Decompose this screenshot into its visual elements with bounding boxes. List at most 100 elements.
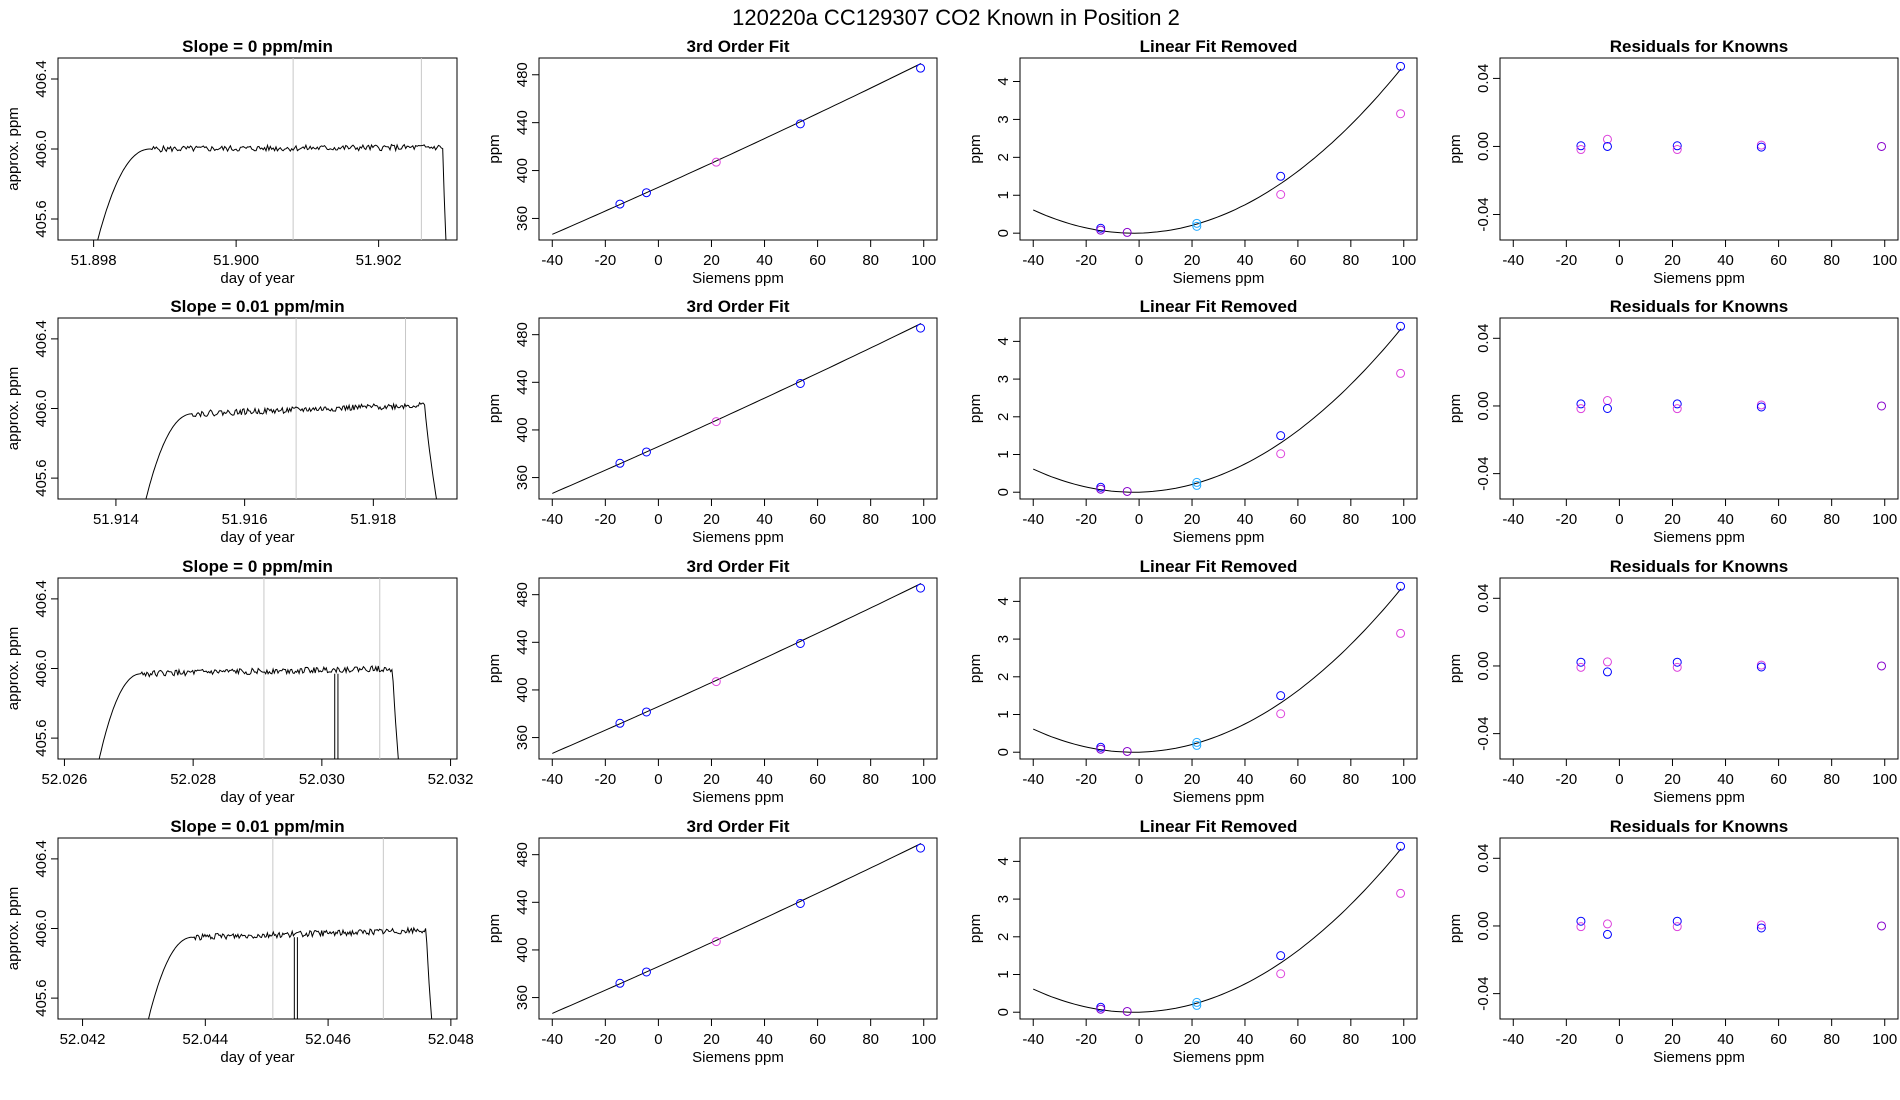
panel-title: 3rd Order Fit [687,297,790,316]
known-residual-point [1576,145,1586,155]
x-tick-label: 0 [1135,771,1143,788]
y-tick-label: 440 [514,890,531,915]
linear-removed-panel-row-1: -40 -20 0 20 40 60 80 100 0 1 2 3 4 Siemens ppm ppm Lin… [967,37,1418,287]
fit-panel-row-1: -40 -20 0 20 40 60 80 100 360 400 440 480 Siemens pp… [486,37,938,287]
x-tick-label: 40 [1717,1031,1734,1048]
x-tick-label: -40 [1022,252,1044,269]
panel-title: 3rd Order Fit [687,817,790,836]
panel-title: Slope = 0.01 ppm/min [170,297,344,316]
known-residual-point [1602,141,1612,151]
x-tick-label: 60 [1770,771,1787,788]
known-residual-point [1877,661,1887,671]
y-axis-label: approx. ppm [5,887,22,970]
y-tick-label: 360 [514,985,531,1010]
y-tick-label: 0.04 [1475,844,1492,873]
plot-frame [538,577,938,760]
x-tick-label: 100 [911,771,936,788]
x-tick-label: -20 [594,252,616,269]
fit-curve [552,323,922,494]
x-tick-label: 52.030 [299,771,345,788]
x-tick-label: -40 [1022,771,1044,788]
x-tick-label: 52.026 [41,771,87,788]
x-axis-label: Siemens ppm [1653,270,1745,287]
fit-point [711,677,721,687]
x-axis-label: Siemens ppm [1653,789,1745,806]
panel-title: Slope = 0 ppm/min [182,37,333,56]
known-residual-point [1877,141,1887,151]
panel-title: 3rd Order Fit [687,37,790,56]
y-tick-label: 1 [995,450,1012,458]
y-axis-label: ppm [967,394,984,423]
y-tick-label: -0.04 [1475,457,1492,491]
x-axis-label: Siemens ppm [692,270,784,287]
y-tick-label: 400 [514,937,531,962]
x-tick-label: 40 [756,771,773,788]
known-residual-point [1756,142,1766,152]
known-residual-point [1672,399,1682,409]
y-tick-label: 2 [995,153,1012,161]
y-tick-label: 0.00 [1475,132,1492,161]
residuals-panel-row-1: -40 -20 0 20 40 60 80 100 -0.04 0.00 0.04 Siemens p… [1447,37,1899,287]
x-tick-label: -20 [594,511,616,528]
timeseries-plot-area [97,58,447,240]
fit-point [615,718,625,728]
y-tick-label: 406.0 [33,910,50,948]
x-tick-label: 60 [1770,1031,1787,1048]
x-tick-label: 0 [1615,1031,1623,1048]
y-tick-label: 4 [995,337,1012,345]
x-tick-label: 40 [1717,252,1734,269]
y-axis-label: ppm [1447,394,1464,423]
plot-frame [57,837,458,1020]
x-tick-label: 60 [1290,252,1307,269]
x-tick-label: 20 [1184,511,1201,528]
x-tick-label: 40 [756,511,773,528]
x-tick-label: -20 [594,771,616,788]
residual-point [1096,1004,1106,1014]
x-tick-label: 52.044 [182,1031,228,1048]
x-tick-label: 60 [1290,771,1307,788]
fit-panel-row-3: -40 -20 0 20 40 60 80 100 360 400 440 480 Siemens pp… [486,557,938,806]
known-residual-point [1756,660,1766,670]
x-tick-label: 80 [1823,511,1840,528]
y-tick-label: 400 [514,417,531,442]
residuals-panel-row-3: -40 -20 0 20 40 60 80 100 -0.04 0.00 0.04 Siemens p… [1447,557,1899,806]
x-tick-label: -40 [1502,1031,1524,1048]
x-tick-label: -20 [1555,1031,1577,1048]
known-residual-point [1602,134,1612,144]
residual-point [1096,744,1106,754]
x-tick-label: 40 [1237,771,1254,788]
fit-point [615,199,625,209]
plot-frame [57,577,458,760]
y-tick-label: 4 [995,857,1012,865]
known-residual-point [1756,923,1766,933]
fit-point [615,458,625,468]
known-residual-point [1756,402,1766,412]
y-axis-label: ppm [486,134,503,163]
y-tick-label: 4 [995,597,1012,605]
known-residual-point [1672,141,1682,151]
x-tick-label: 20 [1664,1031,1681,1048]
residual-point [1192,218,1202,228]
x-tick-label: 0 [1615,771,1623,788]
known-residual-point [1602,667,1612,677]
y-axis-label: ppm [1447,654,1464,683]
x-tick-label: 0 [1135,511,1143,528]
y-tick-label: 406.0 [33,390,50,428]
x-tick-label: -40 [541,1031,563,1048]
x-tick-label: 20 [703,1031,720,1048]
residual-point [1192,221,1202,231]
plot-frame [1019,577,1418,760]
known-residual-point [1877,921,1887,931]
residual-point [1122,1006,1132,1016]
plot-frame [57,317,458,500]
x-tick-label: 40 [1717,511,1734,528]
residual-point [1396,628,1406,638]
known-residual-point [1576,141,1586,151]
residual-point [1192,740,1202,750]
x-tick-label: 60 [1290,1031,1307,1048]
y-axis-label: ppm [967,654,984,683]
x-tick-label: 20 [1664,771,1681,788]
x-tick-label: 60 [809,771,826,788]
x-tick-label: 40 [756,1031,773,1048]
x-tick-label: 80 [862,771,879,788]
